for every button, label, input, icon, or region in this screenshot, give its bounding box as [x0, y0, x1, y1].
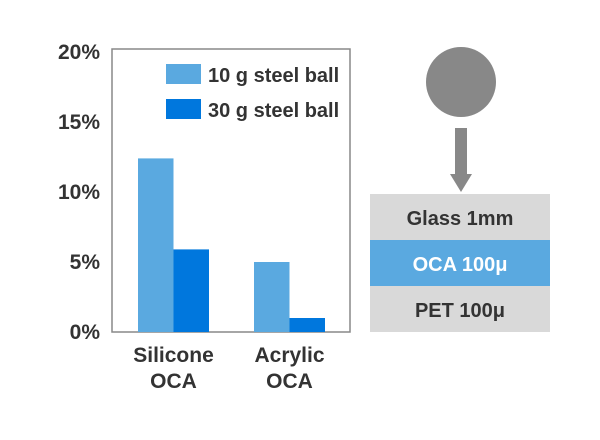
legend-label: 30 g steel ball [208, 100, 339, 122]
y-tick-label: 5% [70, 251, 101, 274]
layer-label: OCA 100μ [413, 254, 508, 276]
arrow-head [450, 174, 472, 192]
plot-frame [111, 48, 351, 333]
x-category-label: OCA [266, 370, 313, 393]
y-tick-label: 10% [58, 181, 100, 204]
legend-swatch [166, 99, 201, 119]
layer-label: Glass 1mm [407, 208, 514, 230]
steel-ball [426, 47, 496, 117]
y-tick-label: 0% [70, 321, 101, 344]
x-category-label: Acrylic [254, 344, 324, 367]
layer-1 [370, 194, 550, 240]
y-tick-label: 15% [58, 111, 100, 134]
layer-2 [370, 240, 550, 286]
bar-2-2 [289, 318, 325, 332]
layer-3 [370, 286, 550, 332]
bar-2-1 [173, 249, 209, 332]
x-category-label: OCA [150, 370, 197, 393]
bar-1-2 [254, 262, 290, 332]
x-category-label: Silicone [133, 344, 214, 367]
legend-label: 10 g steel ball [208, 65, 339, 87]
layer-label: PET 100μ [415, 300, 505, 322]
bar-1-1 [138, 158, 174, 332]
legend-swatch [166, 64, 201, 84]
arrow-shaft [455, 128, 467, 176]
y-tick-label: 20% [58, 41, 100, 64]
